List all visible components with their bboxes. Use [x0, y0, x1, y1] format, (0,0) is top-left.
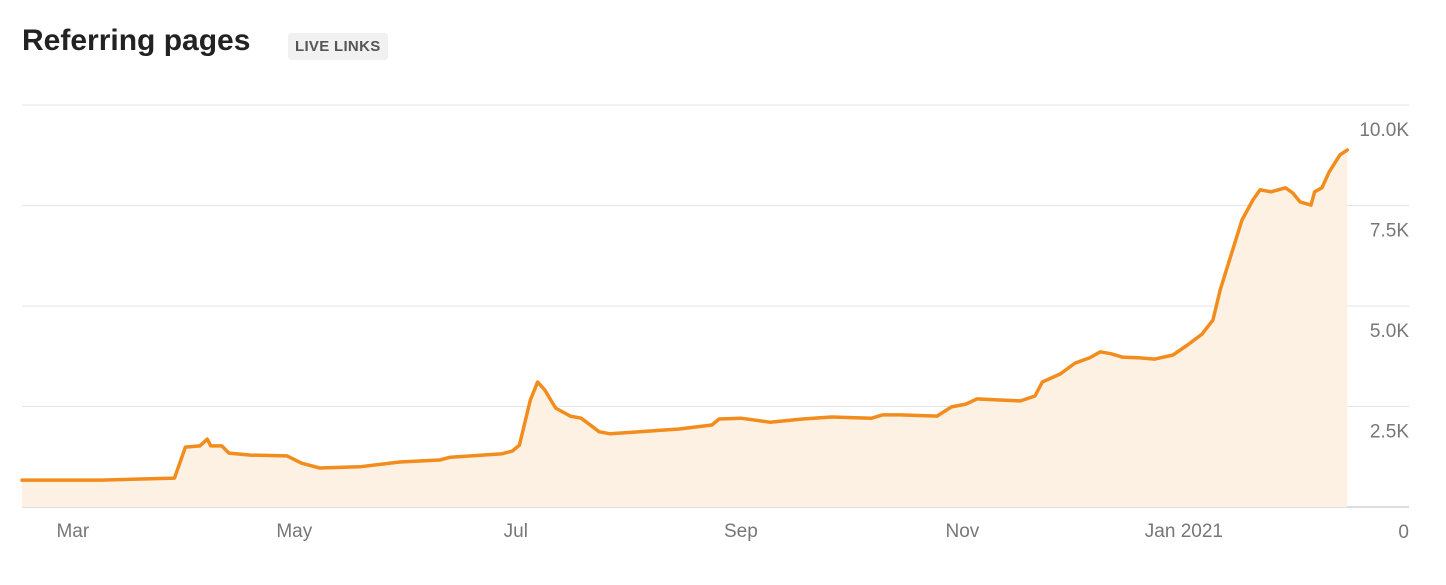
x-tick-label: Jul	[504, 521, 528, 542]
x-tick-label: Sep	[724, 521, 758, 542]
y-tick-label: 0	[1398, 522, 1409, 543]
line	[20, 148, 1350, 482]
y-tick-label: 5.0K	[1370, 321, 1409, 342]
area	[22, 150, 1348, 507]
x-tick-label: Mar	[56, 521, 89, 542]
badge: LIVE LINKS	[288, 33, 388, 60]
x-tick-label: Nov	[946, 521, 980, 542]
y-tick-label: 2.5K	[1370, 422, 1409, 443]
y-tick-label: 7.5K	[1370, 221, 1409, 242]
x-tick-label: Jan 2021	[1145, 521, 1223, 542]
y-tick-label: 10.0K	[1359, 120, 1409, 141]
chart-title: Referring pages	[22, 24, 251, 57]
x-tick-label: May	[276, 521, 312, 542]
